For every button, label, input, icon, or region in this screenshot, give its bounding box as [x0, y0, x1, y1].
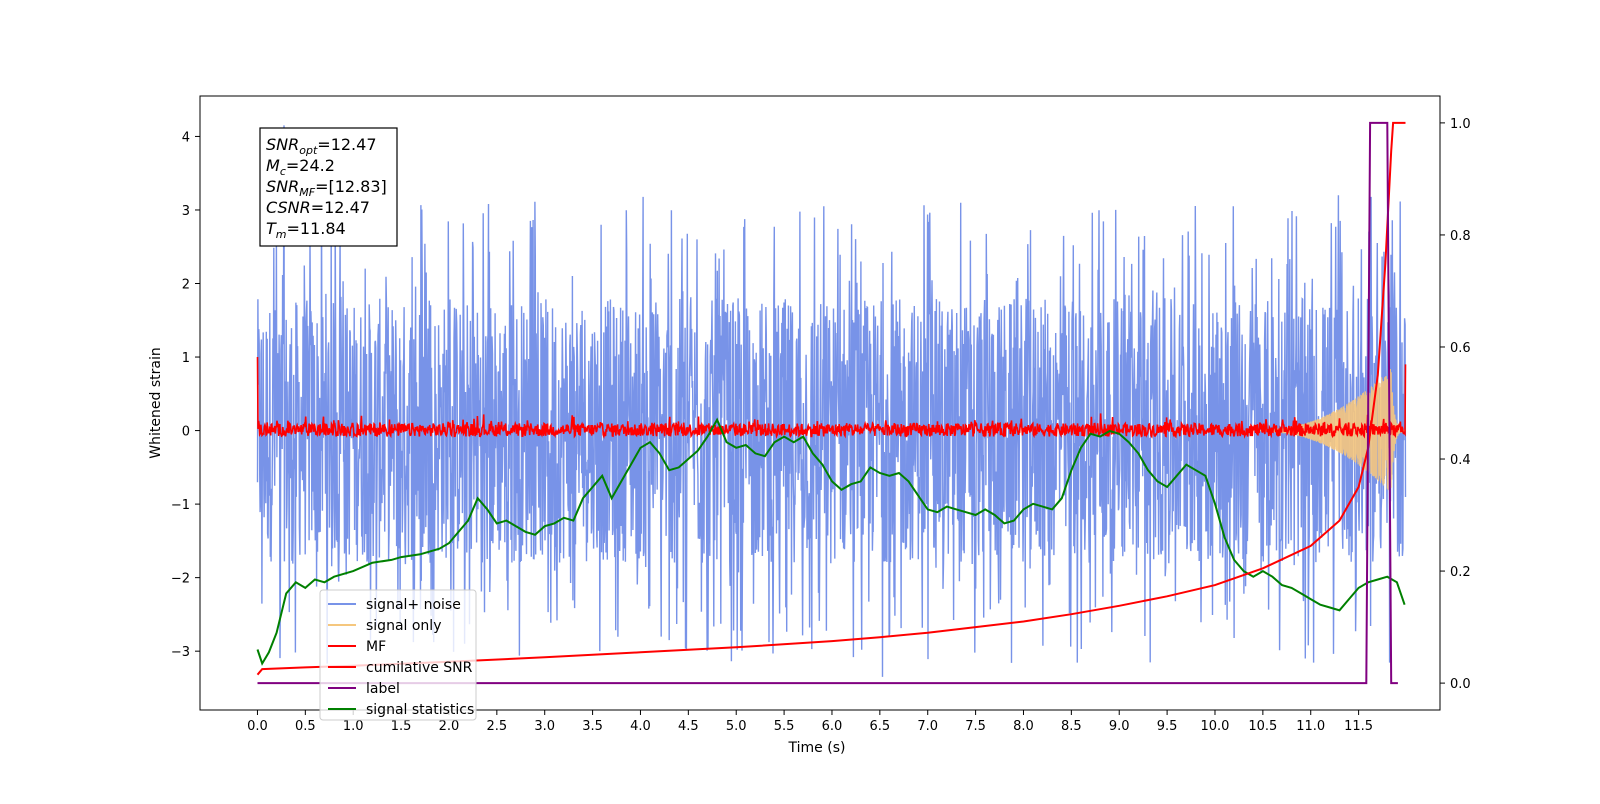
x-tick-label: 5.0	[726, 719, 747, 734]
x-tick-label: 9.5	[1157, 719, 1178, 734]
annotation-symbol: SNR	[266, 135, 299, 154]
x-tick-label: 11.5	[1344, 719, 1373, 734]
series-line-2	[256, 356, 1407, 440]
annotation-subscript: opt	[299, 144, 318, 157]
annotation-box: SNRopt=12.47Mc=24.2SNRMF=[12.83]CSNR=12.…	[259, 127, 398, 247]
y-right-tick-label: 0.8	[1450, 229, 1471, 244]
legend-label: label	[366, 681, 400, 697]
y-left-tick-label: 3	[182, 204, 190, 219]
x-tick-label: 0.5	[295, 719, 316, 734]
y-left-tick-label: −1	[171, 498, 190, 513]
annotation-frame	[259, 127, 398, 247]
legend: signal+ noise signal only MF cumilative SNR…	[319, 589, 477, 721]
x-tick-label: 6.0	[822, 719, 843, 734]
legend-label: cumilative SNR	[366, 660, 473, 676]
x-tick-label: 2.5	[486, 719, 507, 734]
annotation-symbol: T	[266, 219, 277, 238]
legend-label: signal only	[366, 618, 441, 634]
legend-label: signal+ noise	[366, 597, 461, 613]
series-line-4	[257, 121, 1398, 685]
x-tick-label: 2.0	[439, 719, 460, 734]
x-tick-label: 11.0	[1296, 719, 1325, 734]
x-tick-label: 6.5	[870, 719, 891, 734]
x-tick-label: 7.5	[965, 719, 986, 734]
x-tick-label: 1.5	[391, 719, 412, 734]
x-tick-label: 4.0	[630, 719, 651, 734]
x-axis-label: Time (s)	[788, 740, 846, 756]
x-tick-label: 1.0	[343, 719, 364, 734]
annotation-symbol: CSNR	[266, 198, 311, 217]
y-right-tick-label: 0.4	[1450, 453, 1471, 468]
x-tick-label: 10.5	[1248, 719, 1277, 734]
x-tick-label: 8.5	[1061, 719, 1082, 734]
y-right-tick-label: 0.2	[1450, 565, 1471, 580]
annotation-value: =[12.83]	[315, 177, 387, 196]
y-axis-right: 1.0 0.8 0.6 0.4 0.2 0.0	[1440, 117, 1471, 692]
plot-frame	[199, 95, 1441, 711]
legend-frame	[319, 589, 477, 721]
legend-label: signal statistics	[366, 702, 474, 718]
x-tick-label: 5.5	[774, 719, 795, 734]
x-tick-label: 0.0	[247, 719, 268, 734]
x-tick-label: 9.0	[1109, 719, 1130, 734]
annotation-symbol: SNR	[266, 177, 299, 196]
x-tick-label: 3.0	[534, 719, 555, 734]
annotation-value: =24.2	[286, 156, 335, 175]
legend-label: MF	[366, 639, 386, 655]
y-right-tick-label: 0.0	[1450, 677, 1471, 692]
annotation-line: Mc=24.2	[266, 156, 335, 178]
x-axis: 0.0 0.5 1.0 1.5 2.0 2.5 3.0 3.5 4.0 4.5 5.0 5.5 6.0 6…	[247, 710, 1373, 734]
y-left-tick-label: 1	[182, 351, 190, 366]
y-axis-left: 4 3 2 1 0 −1 −2 −3	[171, 130, 200, 660]
annotation-value: =12.47	[311, 198, 370, 217]
annotation-subscript: m	[276, 228, 287, 241]
y-right-tick-label: 0.6	[1450, 341, 1471, 356]
annotation-line: CSNR=12.47	[266, 198, 370, 217]
x-tick-label: 8.0	[1013, 719, 1034, 734]
x-tick-label: 3.5	[582, 719, 603, 734]
series-line-0	[256, 125, 1407, 677]
x-tick-label: 7.0	[917, 719, 938, 734]
annotation-subscript: c	[280, 165, 286, 178]
x-tick-label: 10.0	[1201, 719, 1230, 734]
annotation-line: Tm=11.84	[266, 219, 346, 241]
annotation-value: =12.47	[317, 135, 376, 154]
y-right-tick-label: 1.0	[1450, 117, 1471, 132]
annotation-value: =11.84	[287, 219, 346, 238]
annotation-line: SNRopt=12.47	[266, 135, 377, 157]
series-line-3	[256, 121, 1406, 676]
y-left-tick-label: 0	[182, 425, 190, 440]
y-left-tick-label: 4	[182, 130, 190, 145]
x-tick-label: 4.5	[678, 719, 699, 734]
series-line-5	[256, 417, 1406, 666]
y-left-tick-label: −3	[171, 645, 190, 660]
series-layer	[256, 121, 1407, 685]
y-left-tick-label: 2	[182, 278, 190, 293]
annotation-symbol: M	[266, 156, 280, 175]
y-axis-left-label: Whitened strain	[148, 347, 164, 458]
annotation-line: SNRMF=[12.83]	[266, 177, 387, 199]
annotation-subscript: MF	[299, 186, 315, 199]
y-left-tick-label: −2	[171, 572, 190, 587]
